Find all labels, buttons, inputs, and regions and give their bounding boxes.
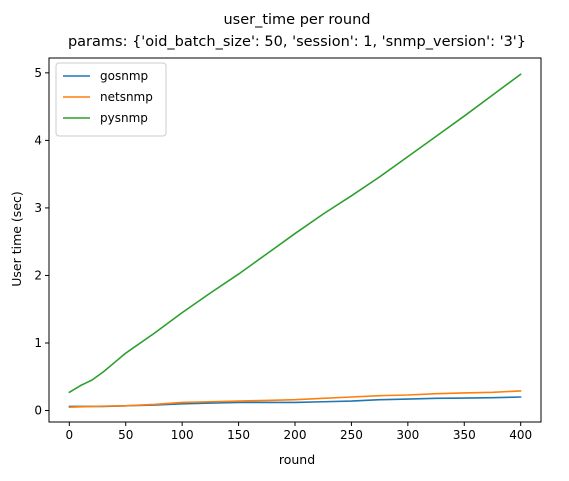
plot-area-frame <box>48 57 542 423</box>
legend-label-netsnmp: netsnmp <box>100 90 153 104</box>
x-tick-label: 350 <box>453 428 476 442</box>
x-tick-label: 50 <box>118 428 133 442</box>
x-tick-label: 200 <box>284 428 307 442</box>
y-tick-label: 0 <box>34 404 42 418</box>
x-tick-label: 300 <box>396 428 419 442</box>
y-tick-label: 1 <box>34 336 42 350</box>
plot-lines <box>68 73 522 408</box>
chart-title: user_time per round <box>223 12 370 28</box>
x-tick-label: 250 <box>340 428 363 442</box>
x-axis-label: round <box>279 452 315 467</box>
x-tick-label: 400 <box>509 428 532 442</box>
x-tick-label: 100 <box>171 428 194 442</box>
x-tick-label: 150 <box>227 428 250 442</box>
series-line-netsnmp <box>68 390 522 408</box>
y-tick-label: 4 <box>34 133 42 147</box>
axis-ticks: 0 50 100 150 200 250 300 350 400 0 1 2 3 4 5 <box>34 66 532 442</box>
x-tick-label: 0 <box>65 428 73 442</box>
legend-label-pysnmp: pysnmp <box>100 111 148 125</box>
legend: gosnmp netsnmp pysnmp <box>55 62 167 137</box>
legend-label-gosnmp: gosnmp <box>100 69 148 83</box>
series-line-pysnmp <box>68 73 522 394</box>
y-tick-label: 3 <box>34 201 42 215</box>
y-axis-label: User time (sec) <box>9 191 24 287</box>
y-tick-label: 5 <box>34 66 42 80</box>
y-tick-label: 2 <box>34 268 42 282</box>
chart-subtitle: params: {'oid_batch_size': 50, 'session'… <box>68 34 526 50</box>
